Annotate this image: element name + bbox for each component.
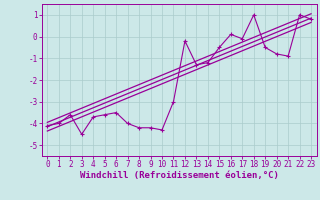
X-axis label: Windchill (Refroidissement éolien,°C): Windchill (Refroidissement éolien,°C): [80, 171, 279, 180]
